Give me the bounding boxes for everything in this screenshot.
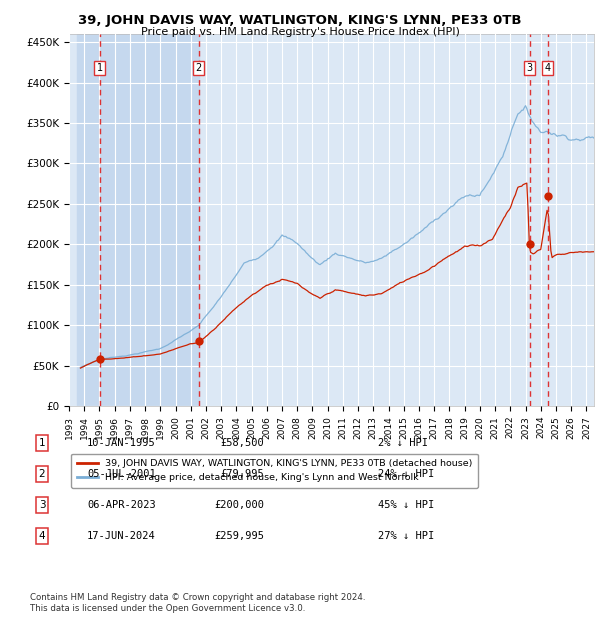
Text: 45% ↓ HPI: 45% ↓ HPI <box>378 500 434 510</box>
Text: 06-APR-2023: 06-APR-2023 <box>87 500 156 510</box>
Text: 4: 4 <box>545 63 551 73</box>
Text: Price paid vs. HM Land Registry's House Price Index (HPI): Price paid vs. HM Land Registry's House … <box>140 27 460 37</box>
Bar <box>100 34 199 406</box>
Text: 1: 1 <box>38 438 46 448</box>
Text: 17-JUN-2024: 17-JUN-2024 <box>87 531 156 541</box>
Text: 4: 4 <box>38 531 46 541</box>
Text: 2: 2 <box>196 63 202 73</box>
Bar <box>77 34 100 406</box>
Text: 3: 3 <box>527 63 533 73</box>
Legend: 39, JOHN DAVIS WAY, WATLINGTON, KING'S LYNN, PE33 0TB (detached house), HPI: Ave: 39, JOHN DAVIS WAY, WATLINGTON, KING'S L… <box>71 454 478 488</box>
Text: 05-JUL-2001: 05-JUL-2001 <box>87 469 156 479</box>
Text: 27% ↓ HPI: 27% ↓ HPI <box>378 531 434 541</box>
Text: 10-JAN-1995: 10-JAN-1995 <box>87 438 156 448</box>
Text: £79,995: £79,995 <box>220 469 264 479</box>
Text: 3: 3 <box>38 500 46 510</box>
Text: 24% ↓ HPI: 24% ↓ HPI <box>378 469 434 479</box>
Text: £58,500: £58,500 <box>220 438 264 448</box>
Text: 39, JOHN DAVIS WAY, WATLINGTON, KING'S LYNN, PE33 0TB: 39, JOHN DAVIS WAY, WATLINGTON, KING'S L… <box>78 14 522 27</box>
Text: Contains HM Land Registry data © Crown copyright and database right 2024.
This d: Contains HM Land Registry data © Crown c… <box>30 593 365 613</box>
Text: 2% ↓ HPI: 2% ↓ HPI <box>378 438 428 448</box>
Text: 1: 1 <box>97 63 103 73</box>
Text: 2: 2 <box>38 469 46 479</box>
Text: £259,995: £259,995 <box>214 531 264 541</box>
Text: £200,000: £200,000 <box>214 500 264 510</box>
